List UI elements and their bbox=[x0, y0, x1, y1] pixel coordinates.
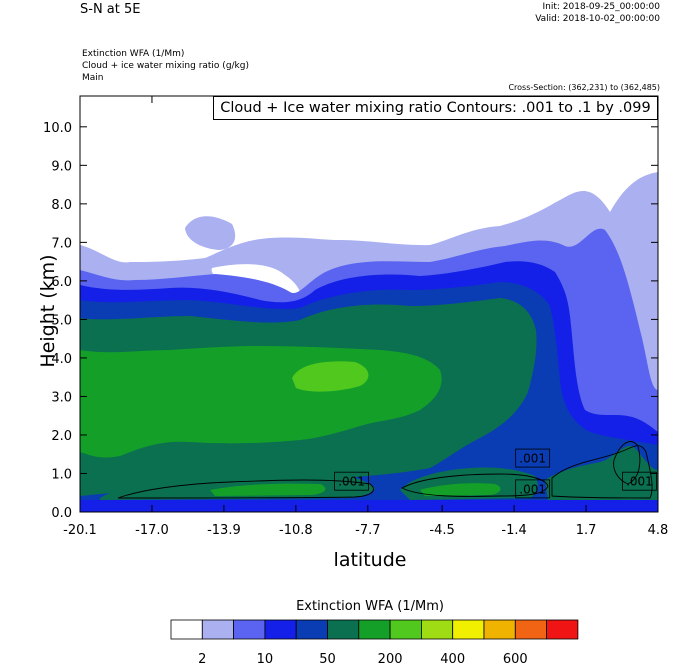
x-tick-label: -17.0 bbox=[135, 523, 169, 538]
contour-label: .001 bbox=[626, 475, 653, 489]
field-level-surface-green bbox=[210, 483, 326, 496]
y-tick-label: 8.0 bbox=[51, 198, 72, 213]
colorbar-swatch bbox=[420, 619, 454, 640]
colorbar-label: 10 bbox=[257, 652, 274, 667]
contour-label-box bbox=[622, 471, 657, 491]
x-tick-label: -13.9 bbox=[207, 523, 241, 538]
y-tick-label: 3.0 bbox=[51, 390, 72, 405]
init-time: Init: 2018-09-25_00:00:00 bbox=[542, 2, 660, 12]
colorbar-label: 200 bbox=[378, 652, 403, 667]
field-label-cloud-ice: Cloud + ice water mixing ratio (g/kg) bbox=[82, 61, 249, 71]
contour-label-box bbox=[515, 479, 551, 499]
colorbar-label: 2 bbox=[198, 652, 206, 667]
colorbar: 2 10 50 200 400 600 bbox=[170, 619, 579, 667]
y-tick-label: 9.0 bbox=[51, 159, 72, 174]
colorbar-swatch bbox=[295, 619, 328, 640]
x-tick-label: -10.8 bbox=[279, 523, 313, 538]
colorbar-label: 50 bbox=[319, 652, 336, 667]
colorbar-swatch bbox=[201, 619, 235, 640]
colorbar-label: 600 bbox=[503, 652, 528, 667]
colorbar-swatch bbox=[358, 619, 391, 640]
contour-label-box bbox=[334, 471, 369, 491]
x-tick-label: 1.7 bbox=[576, 523, 597, 538]
contour-labels: .001 .001 .001 .001 bbox=[334, 448, 657, 499]
field-label-extinction: Extinction WFA (1/Mm) bbox=[82, 49, 185, 59]
field-surface-strip bbox=[80, 500, 658, 512]
x-tick-label: -4.5 bbox=[429, 523, 454, 538]
field-label-main: Main bbox=[82, 73, 104, 83]
plot-title: S-N at 5E bbox=[80, 2, 141, 17]
colorbar-swatch bbox=[170, 619, 203, 640]
colorbar-swatch bbox=[327, 619, 360, 640]
colorbar-swatch bbox=[233, 619, 266, 640]
cross-section-label: Cross-Section: (362,231) to (362,485) bbox=[508, 83, 660, 92]
y-tick-label: 6.0 bbox=[51, 275, 72, 290]
contour-line-right-inner bbox=[613, 441, 641, 485]
x-tick-label: -7.7 bbox=[355, 523, 380, 538]
cloud-ice-contours bbox=[117, 441, 653, 499]
y-tick-label: 1.0 bbox=[51, 467, 72, 482]
colorbar-swatch bbox=[264, 619, 297, 640]
x-tick-label: 4.8 bbox=[648, 523, 669, 538]
y-axis-label: Height (km) bbox=[37, 254, 59, 368]
contour-line-right bbox=[551, 445, 653, 499]
contour-label-box bbox=[515, 448, 551, 468]
y-tick-label: 4.0 bbox=[51, 352, 72, 367]
y-tick-label: 10.0 bbox=[43, 121, 72, 136]
x-tick-label: -20.1 bbox=[63, 523, 97, 538]
colorbar-swatch bbox=[452, 619, 485, 640]
field-level-light-blue-blob bbox=[185, 216, 236, 250]
colorbar-swatch bbox=[514, 619, 547, 640]
x-axis-label: latitude bbox=[333, 549, 407, 571]
contour-info-box: Cloud + Ice water mixing ratio Contours:… bbox=[213, 96, 658, 120]
colorbar-swatch bbox=[546, 619, 579, 640]
x-axis: -20.1 -17.0 -13.9 -10.8 -7.7 -4.5 -1.4 1.7 4.8 bbox=[63, 96, 668, 538]
contour-line-left bbox=[117, 479, 374, 499]
contour-label: .001 bbox=[519, 452, 546, 466]
field-level-surface-teal-far-right bbox=[545, 445, 658, 500]
colorbar-label: 400 bbox=[440, 652, 465, 667]
field-level-lime bbox=[292, 361, 369, 392]
x-tick-label: -1.4 bbox=[501, 523, 526, 538]
colorbar-swatch bbox=[483, 619, 516, 640]
y-tick-label: 2.0 bbox=[51, 429, 72, 444]
y-tick-label: 7.0 bbox=[51, 236, 72, 251]
y-tick-label: 5.0 bbox=[51, 313, 72, 328]
colorbar-title: Extinction WFA (1/Mm) bbox=[296, 599, 444, 614]
y-tick-label: 0.0 bbox=[51, 506, 72, 521]
valid-time: Valid: 2018-10-02_00:00:00 bbox=[535, 14, 660, 24]
colorbar-swatch bbox=[389, 619, 422, 640]
field-level-surface-green-right bbox=[420, 483, 501, 496]
y-axis: 0.0 1.0 2.0 3.0 4.0 5.0 6.0 7.0 8.0 9.0 10.0 bbox=[43, 121, 658, 521]
extinction-field bbox=[80, 96, 658, 512]
contour-label: .001 bbox=[519, 482, 546, 496]
contour-line-mid bbox=[401, 473, 549, 497]
contour-label: .001 bbox=[338, 475, 365, 489]
